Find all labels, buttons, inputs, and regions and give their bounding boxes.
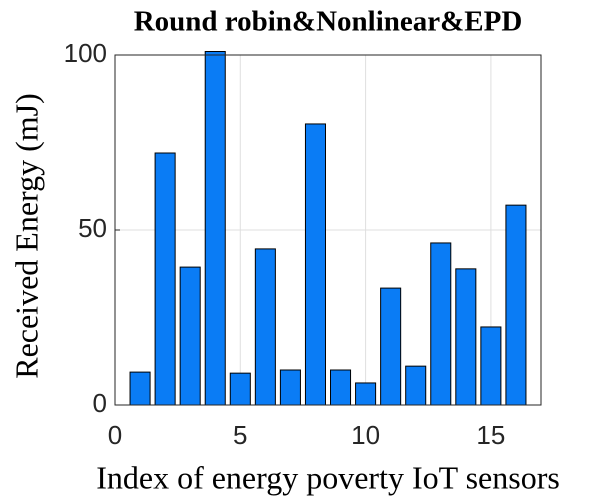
bar [405,365,427,406]
bar [304,123,326,406]
chart-title: Round robin&Nonlinear&EPD [134,6,523,38]
bar [355,382,377,406]
bar [279,369,301,406]
bar [204,51,226,406]
x-tick-label: 0 [108,420,122,450]
bar [505,204,527,406]
y-tick-label: 50 [78,213,107,243]
bar [254,248,276,406]
x-tick-label: 15 [476,420,505,450]
bar [129,371,151,406]
bar [330,369,352,406]
x-axis-label: Index of energy poverty IoT sensors [96,459,560,495]
bar [229,372,251,406]
y-axis-label: Received Energy (mJ) [8,93,44,379]
x-tick-label: 5 [233,420,247,450]
x-tick-label: 10 [351,420,380,450]
y-tick-label: 0 [93,388,107,418]
bar [154,152,176,406]
bar [480,326,502,406]
bar [179,266,201,406]
bar [455,268,477,406]
bar [430,242,452,406]
bar [380,287,402,406]
y-tick-label: 100 [64,38,107,68]
axes-box [114,54,542,406]
